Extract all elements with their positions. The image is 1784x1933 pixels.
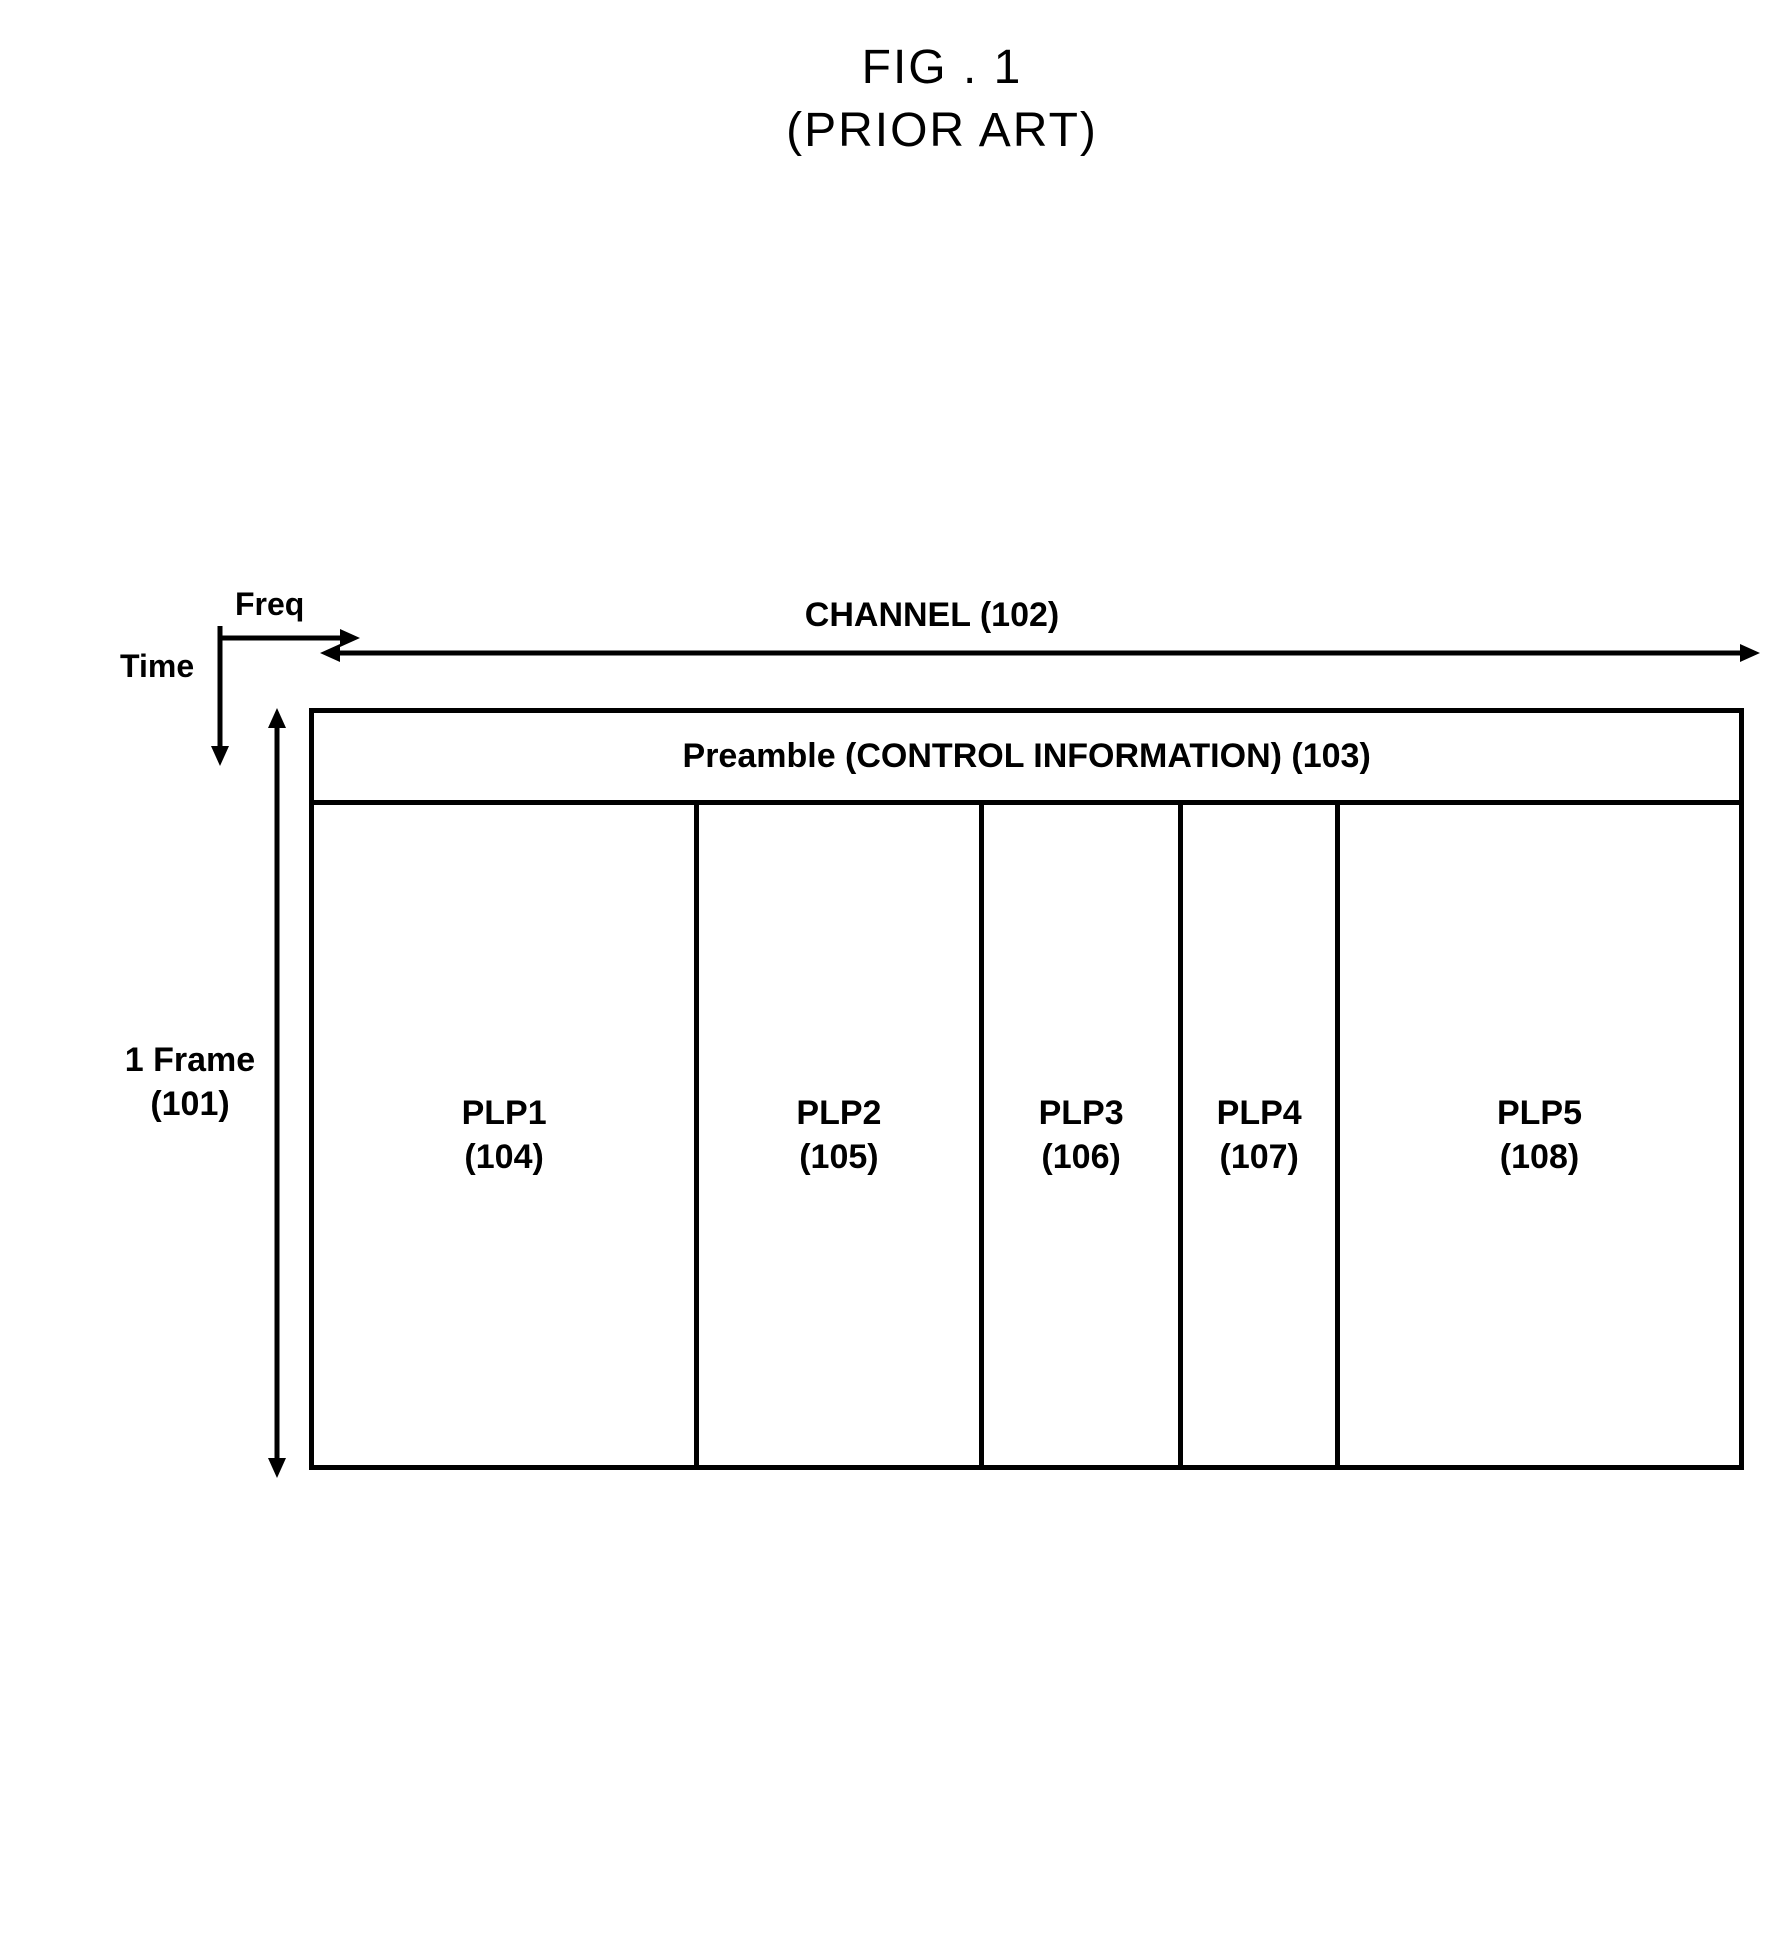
plp-row: PLP1(104)PLP2(105)PLP3(106)PLP4(107)PLP5… (314, 805, 1739, 1465)
plp-cell: PLP1(104) (314, 805, 699, 1465)
frame-label-area: 1 Frame (101) (120, 708, 309, 1470)
plp-name: PLP3 (1039, 1091, 1124, 1135)
plp-cell: PLP3(106) (984, 805, 1183, 1465)
diagram-container: Freq Time CHANNEL (102) 1 Frame ( (120, 578, 1744, 1470)
plp-cell: PLP2(105) (699, 805, 984, 1465)
freq-axis-label: Freq (235, 586, 304, 623)
plp-name: PLP1 (462, 1091, 547, 1135)
plp-name: PLP4 (1217, 1091, 1302, 1135)
plp-name: PLP5 (1497, 1091, 1582, 1135)
frame-label: 1 Frame (101) (120, 1038, 260, 1126)
plp-ref: (107) (1217, 1135, 1302, 1179)
plp-ref: (106) (1039, 1135, 1124, 1179)
figure-subtitle: (PRIOR ART) (140, 103, 1744, 158)
time-axis-label: Time (120, 648, 194, 685)
frame-label-line1: 1 Frame (125, 1041, 255, 1079)
preamble-row: Preamble (CONTROL INFORMATION) (103) (314, 713, 1739, 805)
plp-ref: (104) (462, 1135, 547, 1179)
main-area: 1 Frame (101) Preamble (CONTROL INFORMAT… (120, 708, 1744, 1470)
frame-box: Preamble (CONTROL INFORMATION) (103) PLP… (309, 708, 1744, 1470)
axis-area: Freq Time CHANNEL (102) (120, 578, 1744, 698)
plp-cell: PLP5(108) (1340, 805, 1739, 1465)
frame-arrow-icon (262, 708, 292, 1478)
plp-name: PLP2 (796, 1091, 881, 1135)
channel-arrow-icon (320, 638, 1760, 668)
frame-label-line2: (101) (150, 1085, 229, 1123)
plp-ref: (108) (1497, 1135, 1582, 1179)
figure-title: FIG . 1 (140, 40, 1744, 95)
plp-ref: (105) (796, 1135, 881, 1179)
channel-label: CHANNEL (102) (805, 596, 1059, 635)
plp-cell: PLP4(107) (1183, 805, 1340, 1465)
